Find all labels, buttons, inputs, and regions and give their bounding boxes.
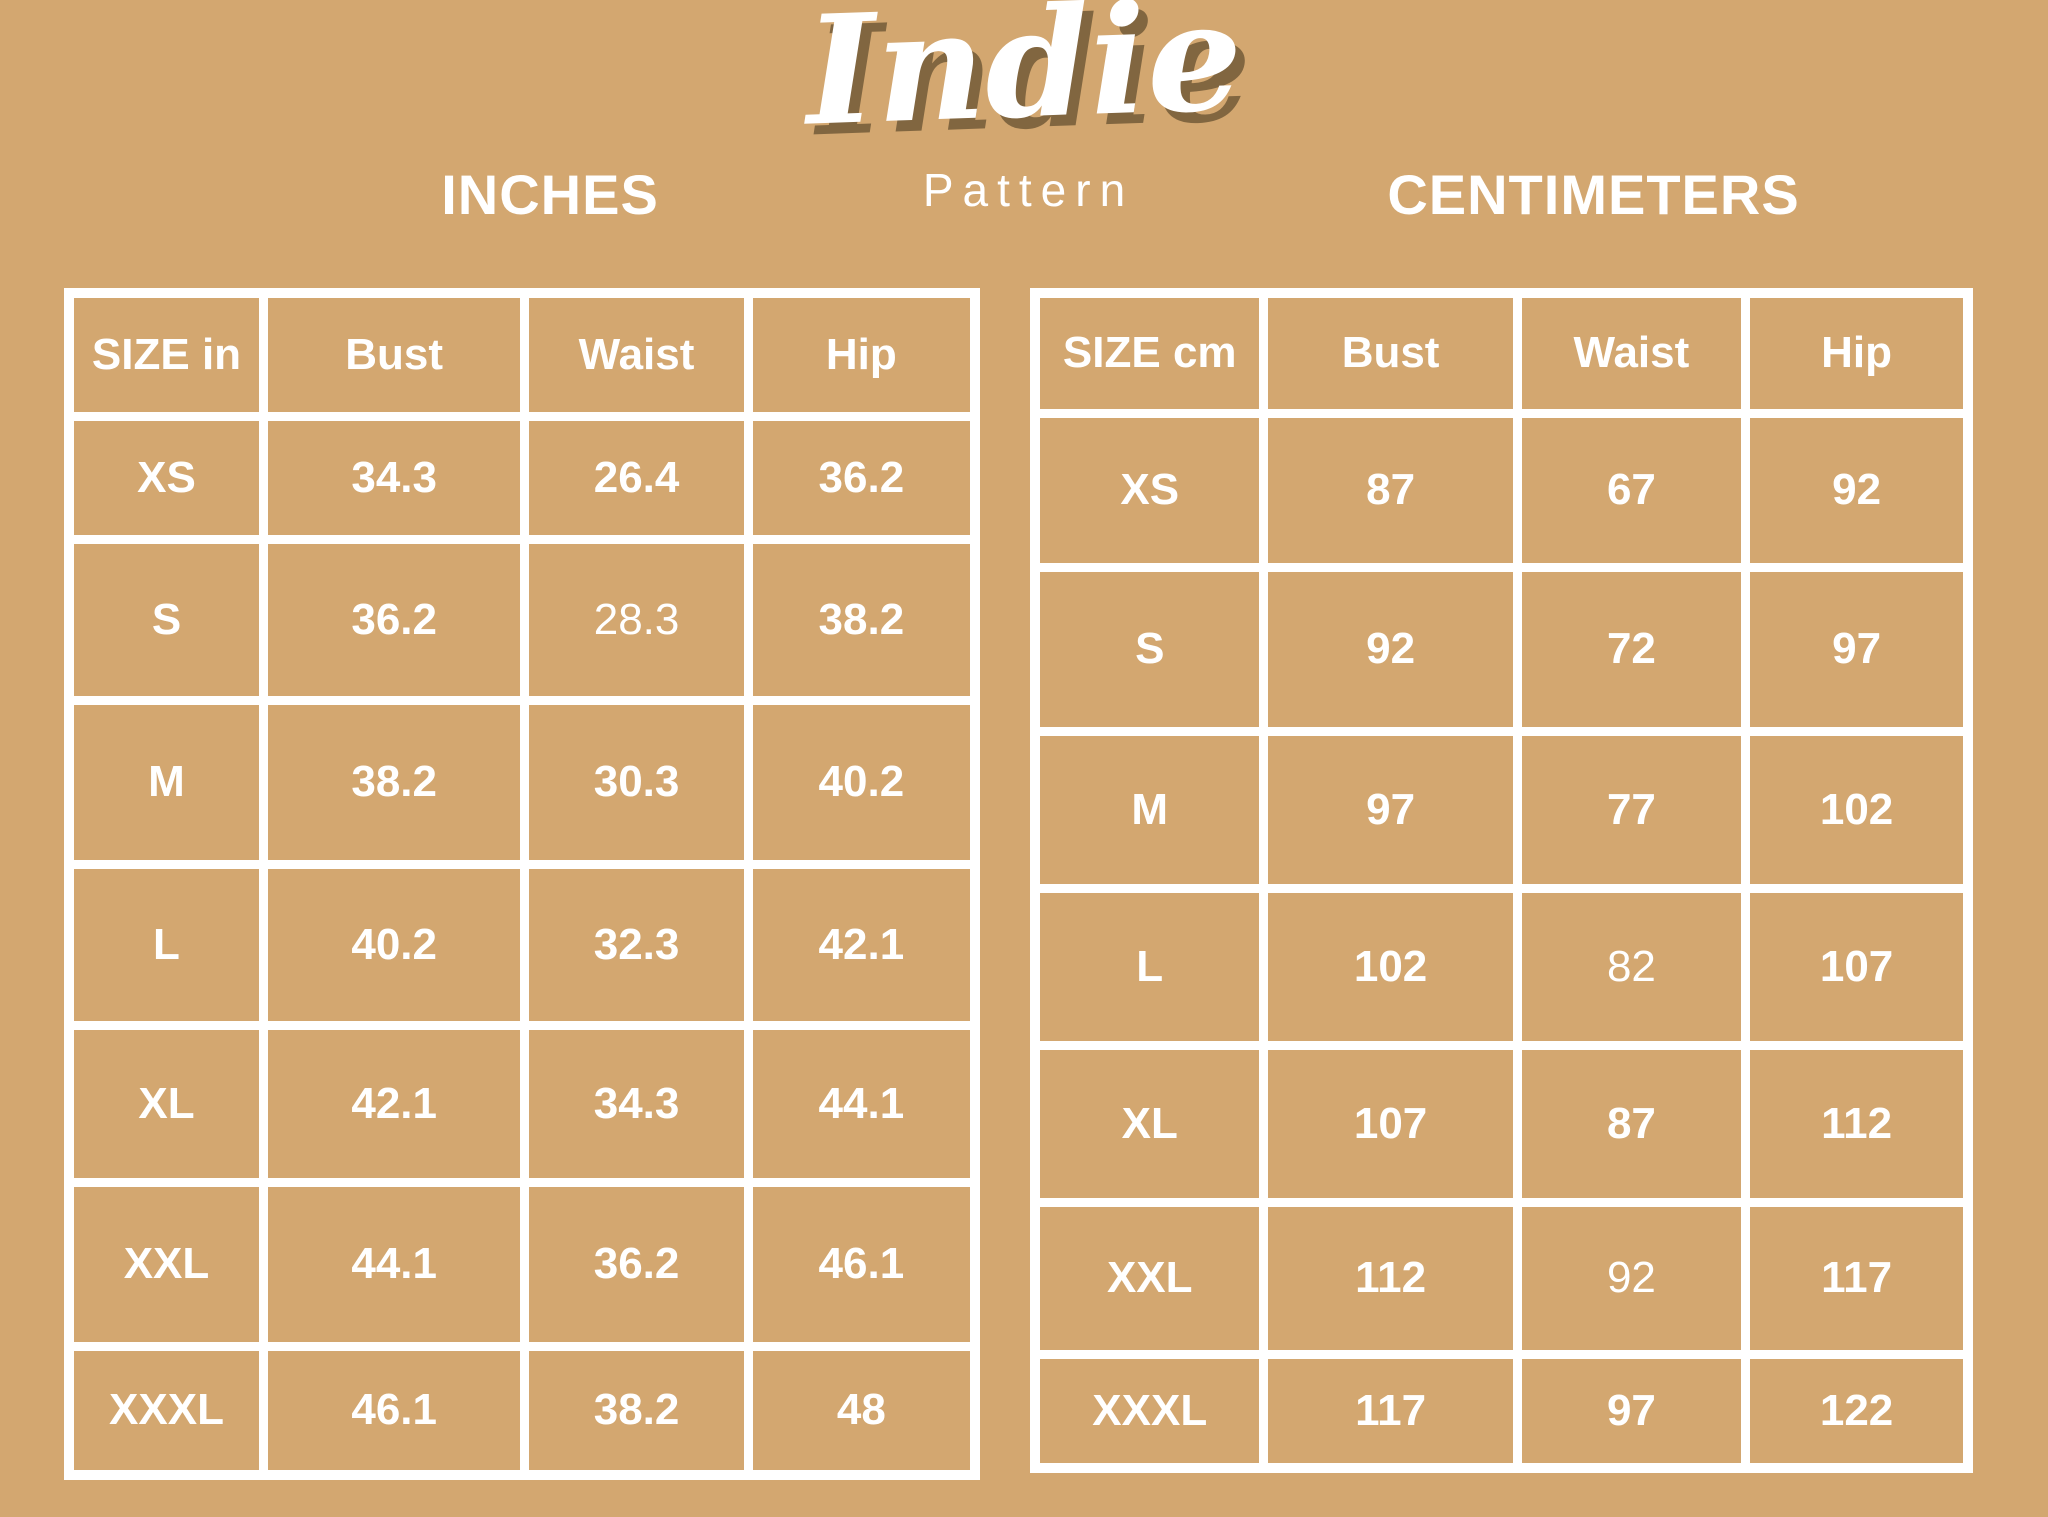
centimeters-row-XL-size: XL [1040, 1049, 1260, 1198]
inches-row-L-bust: 40.2 [267, 868, 521, 1021]
inches-row-XS-hip: 36.2 [752, 420, 970, 535]
centimeters-row-XXXL-hip: 122 [1750, 1358, 1963, 1463]
centimeters-row-XXXL-waist: 97 [1521, 1358, 1742, 1463]
centimeters-row-XXL-waist: 92 [1521, 1206, 1742, 1350]
inches-row-S-waist: 28.3 [529, 543, 744, 696]
centimeters-row-L-waist: 82 [1521, 892, 1742, 1041]
inches-row-M-hip: 40.2 [752, 704, 970, 860]
centimeters-row-XS-bust: 87 [1268, 417, 1513, 563]
centimeters-row-XL-hip: 112 [1750, 1049, 1963, 1198]
centimeters-row-XXXL-size: XXXL [1040, 1358, 1260, 1463]
brand-title: Indie [802, 0, 1246, 160]
centimeters-row-S-waist: 72 [1521, 571, 1742, 728]
inches-row-XS-size: XS [74, 420, 259, 535]
centimeters-header-hip: Hip [1750, 298, 1963, 409]
centimeters-table: SIZE cm Bust Waist Hip XS 87 67 92 S 92 72 97 M 97 77 1… [1030, 288, 1973, 1473]
inches-row-M-waist: 30.3 [529, 704, 744, 860]
inches-header-bust: Bust [267, 298, 521, 412]
centimeters-row-S-size: S [1040, 571, 1260, 728]
inches-row-XXL-waist: 36.2 [529, 1186, 744, 1342]
inches-heading: INCHES [441, 163, 659, 226]
centimeters-row-L-size: L [1040, 892, 1260, 1041]
centimeters-header-bust: Bust [1268, 298, 1513, 409]
centimeters-row-XXL-size: XXL [1040, 1206, 1260, 1350]
centimeters-row-M-size: M [1040, 736, 1260, 884]
inches-header-waist: Waist [529, 298, 744, 412]
centimeters-row-XS-waist: 67 [1521, 417, 1742, 563]
inches-row-S-size: S [74, 543, 259, 696]
centimeters-row-S-bust: 92 [1268, 571, 1513, 728]
centimeters-row-XS-size: XS [1040, 417, 1260, 563]
centimeters-row-L-bust: 102 [1268, 892, 1513, 1041]
centimeters-heading: CENTIMETERS [1387, 163, 1800, 226]
inches-table: SIZE in Bust Waist Hip XS 34.3 26.4 36.2 S 36.2 28… [64, 288, 980, 1480]
centimeters-row-M-waist: 77 [1521, 736, 1742, 884]
inches-row-M-bust: 38.2 [267, 704, 521, 860]
inches-row-M-size: M [74, 704, 259, 860]
inches-row-S-bust: 36.2 [267, 543, 521, 696]
centimeters-row-M-bust: 97 [1268, 736, 1513, 884]
centimeters-row-XXL-bust: 112 [1268, 1206, 1513, 1350]
inches-row-XXXL-hip: 48 [752, 1350, 970, 1470]
inches-row-XL-waist: 34.3 [529, 1029, 744, 1178]
centimeters-row-XL-waist: 87 [1521, 1049, 1742, 1198]
centimeters-row-XXL-hip: 117 [1750, 1206, 1963, 1350]
inches-row-XXXL-size: XXXL [74, 1350, 259, 1470]
inches-row-XL-bust: 42.1 [267, 1029, 521, 1178]
inches-row-XS-waist: 26.4 [529, 420, 744, 535]
centimeters-header-waist: Waist [1521, 298, 1742, 409]
centimeters-row-S-hip: 97 [1750, 571, 1963, 728]
centimeters-row-L-hip: 107 [1750, 892, 1963, 1041]
inches-row-L-waist: 32.3 [529, 868, 744, 1021]
centimeters-row-M-hip: 102 [1750, 736, 1963, 884]
inches-header-hip: Hip [752, 298, 970, 412]
centimeters-header-size: SIZE cm [1040, 298, 1260, 409]
inches-row-XXL-bust: 44.1 [267, 1186, 521, 1342]
inches-row-L-hip: 42.1 [752, 868, 970, 1021]
centimeters-row-XXXL-bust: 117 [1268, 1358, 1513, 1463]
brand-subtitle: Pattern [922, 164, 1135, 216]
centimeters-row-XL-bust: 107 [1268, 1049, 1513, 1198]
centimeters-row-XS-hip: 92 [1750, 417, 1963, 563]
inches-row-XXXL-waist: 38.2 [529, 1350, 744, 1470]
inches-row-S-hip: 38.2 [752, 543, 970, 696]
inches-header-size: SIZE in [74, 298, 259, 412]
inches-row-XXXL-bust: 46.1 [267, 1350, 521, 1470]
inches-row-XXL-size: XXL [74, 1186, 259, 1342]
inches-row-XL-size: XL [74, 1029, 259, 1178]
inches-row-XXL-hip: 46.1 [752, 1186, 970, 1342]
inches-row-XL-hip: 44.1 [752, 1029, 970, 1178]
inches-row-XS-bust: 34.3 [267, 420, 521, 535]
inches-row-L-size: L [74, 868, 259, 1021]
